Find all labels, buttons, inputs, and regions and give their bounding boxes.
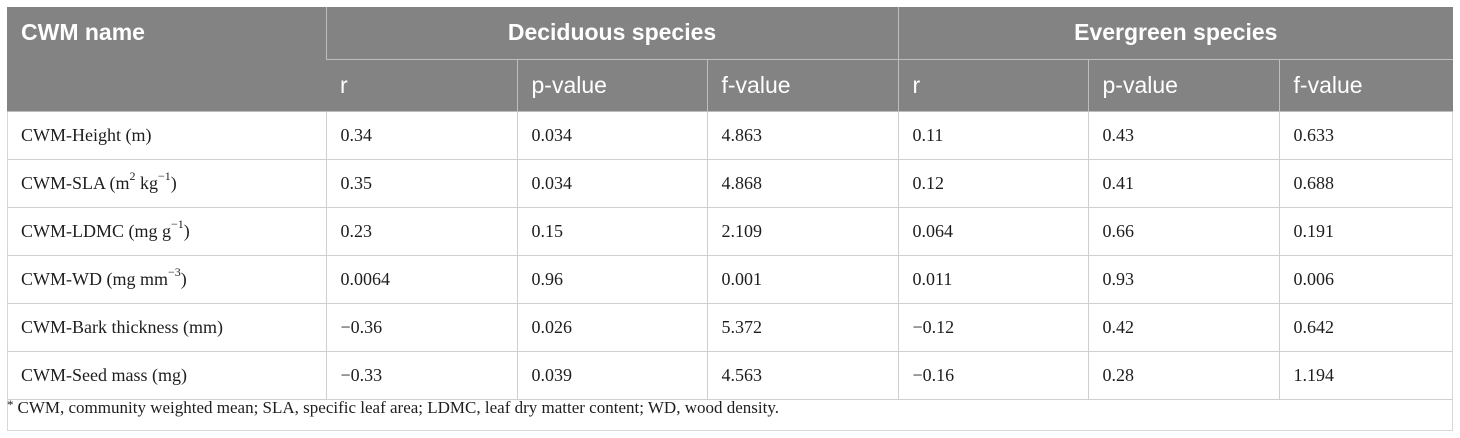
- value-cell: 0.11: [897, 111, 1089, 160]
- value-cell: 0.688: [1278, 159, 1454, 208]
- value-cell: 4.563: [706, 351, 899, 400]
- value-cell: −0.16: [897, 351, 1089, 400]
- table-row: CWM-Height (m) 0.34 0.034 4.863 0.11 0.43 0.63…: [7, 111, 1454, 160]
- column-header-cwm-name: CWM name: [7, 7, 326, 112]
- value-cell: −0.33: [325, 351, 517, 400]
- group-header-deciduous: Deciduous species: [325, 7, 899, 60]
- value-cell: 0.96: [516, 255, 707, 304]
- value-cell: 0.034: [516, 111, 707, 160]
- row-name-cell: CWM-SLA (m2 kg−1): [7, 159, 326, 208]
- value-cell: 0.064: [897, 207, 1089, 256]
- value-cell: 0.006: [1278, 255, 1454, 304]
- footnote-marker: *: [7, 397, 14, 412]
- subheader-evergreen-f-value: f-value: [1278, 59, 1454, 112]
- value-cell: 0.011: [897, 255, 1089, 304]
- value-cell: 0.12: [897, 159, 1089, 208]
- value-cell: 0.41: [1087, 159, 1280, 208]
- value-cell: 0.93: [1087, 255, 1280, 304]
- table-row: CWM-Seed mass (mg) −0.33 0.039 4.563 −0.16 0.…: [7, 351, 1454, 400]
- value-cell: 0.42: [1087, 303, 1280, 352]
- value-cell: 5.372: [706, 303, 899, 352]
- value-cell: −0.12: [897, 303, 1089, 352]
- table-row: CWM-LDMC (mg g−1) 0.23 0.15 2.109 0.064 0.66 0…: [7, 207, 1454, 256]
- value-cell: 0.35: [325, 159, 517, 208]
- value-cell: 0.642: [1278, 303, 1454, 352]
- row-name-cell: CWM-WD (mg mm−3): [7, 255, 326, 304]
- row-name-cell: CWM-Seed mass (mg): [7, 351, 326, 400]
- value-cell: −0.36: [325, 303, 517, 352]
- row-name-cell: CWM-Bark thickness (mm): [7, 303, 326, 352]
- value-cell: 0.34: [325, 111, 517, 160]
- value-cell: 0.15: [516, 207, 707, 256]
- subheader-deciduous-p-value: p-value: [516, 59, 707, 112]
- subheader-evergreen-p-value: p-value: [1087, 59, 1280, 112]
- footnote-text: CWM, community weighted mean; SLA, speci…: [17, 398, 780, 417]
- row-name-cell: CWM-Height (m): [7, 111, 326, 160]
- row-name-cell: CWM-LDMC (mg g−1): [7, 207, 326, 256]
- subheader-evergreen-r: r: [897, 59, 1089, 112]
- value-cell: 2.109: [706, 207, 899, 256]
- subheader-deciduous-f-value: f-value: [706, 59, 899, 112]
- table-footnote: * CWM, community weighted mean; SLA, spec…: [7, 397, 780, 418]
- value-cell: 0.633: [1278, 111, 1454, 160]
- value-cell: 0.28: [1087, 351, 1280, 400]
- table-row: CWM-SLA (m2 kg−1) 0.35 0.034 4.868 0.12 0.41 0…: [7, 159, 1454, 208]
- value-cell: 0.034: [516, 159, 707, 208]
- value-cell: 4.863: [706, 111, 899, 160]
- table-row: CWM-Bark thickness (mm) −0.36 0.026 5.372 −0…: [7, 303, 1454, 352]
- value-cell: 0.23: [325, 207, 517, 256]
- value-cell: 0.66: [1087, 207, 1280, 256]
- value-cell: 0.0064: [325, 255, 517, 304]
- value-cell: 4.868: [706, 159, 899, 208]
- table-frame: CWM name Deciduous species Evergreen spe…: [7, 7, 1454, 431]
- value-cell: 0.039: [516, 351, 707, 400]
- value-cell: 0.026: [516, 303, 707, 352]
- table-row: CWM-WD (mg mm−3) 0.0064 0.96 0.001 0.011 0.93…: [7, 255, 1454, 304]
- subheader-deciduous-r: r: [326, 59, 517, 112]
- value-cell: 0.43: [1087, 111, 1280, 160]
- cwm-correlation-table: CWM name Deciduous species Evergreen spe…: [7, 7, 1454, 400]
- group-header-evergreen: Evergreen species: [897, 7, 1454, 60]
- value-cell: 0.001: [706, 255, 899, 304]
- value-cell: 1.194: [1278, 351, 1454, 400]
- value-cell: 0.191: [1278, 207, 1454, 256]
